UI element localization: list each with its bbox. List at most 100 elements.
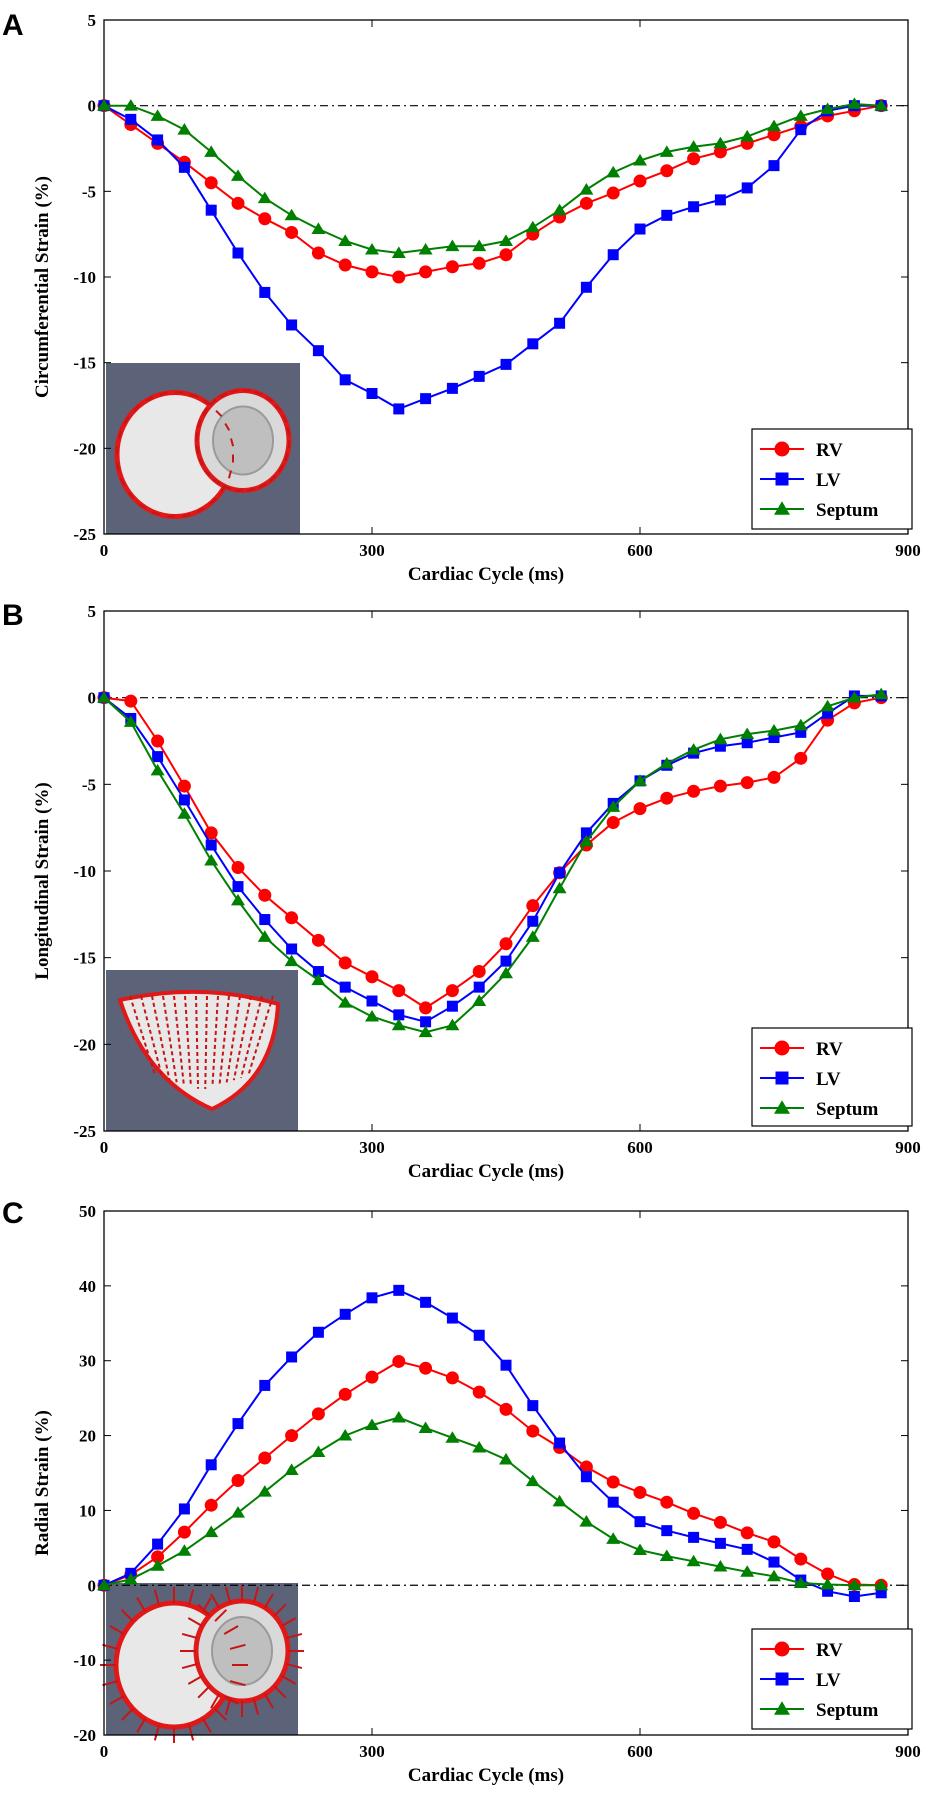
data-point-lv	[527, 915, 539, 927]
data-point-septum	[365, 242, 379, 255]
strain-arrow	[277, 464, 284, 473]
data-point-septum	[204, 1525, 219, 1538]
strain-arrow	[286, 1632, 303, 1640]
data-point-lv	[366, 1292, 378, 1304]
data-point-rv	[633, 1485, 647, 1499]
y-tick-label: -25	[73, 1122, 96, 1141]
panel-letter: A	[2, 9, 24, 42]
data-point-septum	[231, 893, 245, 906]
data-point-rv	[472, 1385, 486, 1399]
series-line-septum	[104, 102, 882, 255]
data-point-septum	[365, 1418, 379, 1431]
data-point-lv	[795, 726, 807, 738]
heart-chamber-inner	[211, 1616, 273, 1686]
data-point-lv	[286, 1351, 298, 1363]
y-tick-label: 0	[88, 689, 97, 708]
data-point-rv	[740, 776, 754, 790]
data-point-rv	[713, 1515, 727, 1529]
y-tick-label: 40	[79, 1277, 96, 1296]
data-point-septum	[499, 234, 513, 246]
data-point-rv	[526, 1424, 540, 1438]
data-point-septum	[97, 691, 111, 703]
data-point-rv	[177, 1525, 191, 1539]
x-tick-label: 900	[895, 541, 921, 560]
strain-arrow	[195, 445, 200, 454]
data-point-septum	[472, 239, 487, 252]
data-point-lv	[366, 388, 378, 400]
data-point-lv	[473, 981, 485, 993]
data-point-septum	[150, 109, 165, 121]
strain-arrow	[225, 995, 241, 1083]
y-tick-label: -15	[73, 949, 96, 968]
data-point-rv	[204, 176, 218, 190]
data-point-septum	[445, 1018, 460, 1031]
strain-arrow	[136, 1718, 146, 1734]
data-point-rv	[499, 937, 513, 951]
data-point-rv	[258, 888, 272, 902]
x-tick-label: 600	[627, 1742, 653, 1761]
y-tick-label: 50	[79, 1202, 96, 1221]
data-point-rv	[767, 1535, 781, 1549]
data-point-lv	[500, 358, 512, 370]
data-point-lv	[286, 943, 298, 955]
y-tick-label: -10	[73, 268, 96, 287]
strain-arrow	[229, 1643, 246, 1650]
x-tick-label: 600	[627, 541, 653, 560]
legend: RV LV Septum	[751, 1628, 913, 1730]
strain-arrow	[188, 1724, 195, 1741]
strain-arrow	[209, 497, 217, 505]
series-septum	[97, 1411, 889, 1591]
strain-arrow	[232, 995, 252, 1081]
series-lv	[98, 100, 887, 415]
data-point-rv	[713, 779, 727, 793]
data-point-septum	[445, 1431, 460, 1443]
data-point-lv	[152, 751, 164, 763]
data-point-rv	[338, 258, 352, 272]
data-point-septum	[847, 1578, 862, 1591]
panel-letter: B	[2, 599, 24, 632]
data-point-rv	[204, 1498, 218, 1512]
data-point-lv	[714, 740, 726, 752]
heart-circumferential-inset	[106, 363, 300, 534]
legend-label-lv: LV	[816, 1670, 841, 1691]
y-tick-label: 0	[88, 1576, 97, 1595]
data-point-rv	[204, 826, 218, 840]
data-point-septum	[123, 715, 138, 727]
legend-label-lv: LV	[816, 1069, 841, 1090]
legend-marker-septum	[774, 1701, 790, 1715]
strain-arrow	[173, 995, 185, 1085]
data-point-lv	[527, 338, 539, 350]
data-point-septum	[445, 239, 460, 252]
data-point-septum	[97, 99, 111, 111]
data-point-septum	[338, 234, 353, 246]
plot-frame	[103, 1210, 909, 1736]
y-axis-label: Radial Strain (%)	[32, 1410, 53, 1556]
data-point-septum	[606, 800, 621, 812]
data-point-septum	[820, 699, 835, 712]
data-point-rv	[311, 246, 325, 260]
strain-arrow	[138, 503, 147, 510]
data-point-rv	[419, 1001, 433, 1015]
strain-arrow	[252, 1699, 260, 1716]
strain-arrow	[223, 1695, 239, 1705]
data-point-lv	[580, 1471, 592, 1483]
data-point-lv	[393, 1284, 405, 1296]
y-tick-label: 5	[88, 602, 97, 621]
data-point-septum	[499, 966, 513, 979]
data-point-septum	[740, 129, 755, 142]
data-point-lv	[607, 1496, 619, 1508]
legend-marker-rv	[774, 1040, 790, 1056]
data-point-lv	[152, 1538, 164, 1550]
legend: RV LV Septum	[751, 1027, 913, 1127]
strain-arrow	[182, 513, 191, 518]
data-point-septum	[525, 1474, 540, 1487]
strain-arrow	[203, 399, 212, 406]
data-point-lv	[741, 737, 753, 749]
data-point-septum	[284, 1463, 299, 1475]
data-point-lv	[259, 286, 271, 298]
data-point-lv	[178, 794, 190, 806]
x-tick-label: 0	[100, 1742, 109, 1761]
data-point-lv	[339, 374, 351, 386]
